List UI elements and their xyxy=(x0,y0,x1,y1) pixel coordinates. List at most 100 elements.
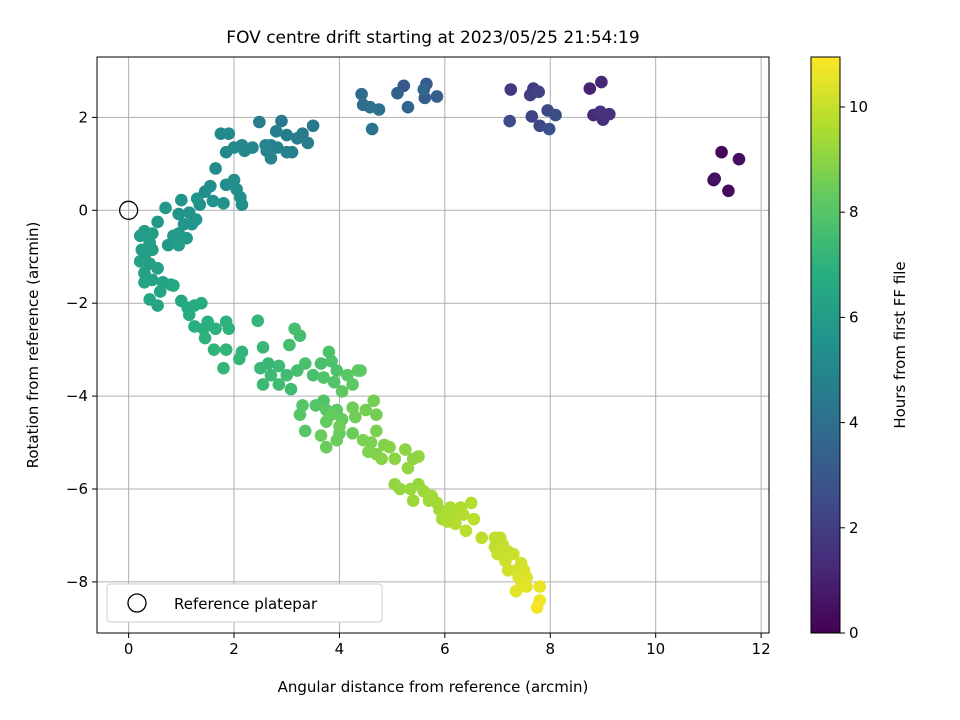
data-point xyxy=(197,322,210,336)
data-point xyxy=(133,255,147,268)
data-point xyxy=(406,494,420,507)
legend: Reference platepar xyxy=(106,583,383,623)
x-tick-label: 10 xyxy=(646,640,665,658)
x-tick-label: 2 xyxy=(229,640,239,658)
data-point xyxy=(219,145,233,159)
data-point xyxy=(293,408,307,421)
data-point xyxy=(195,296,208,310)
data-point xyxy=(359,403,373,417)
data-point xyxy=(583,82,597,95)
data-point xyxy=(459,524,473,538)
data-point xyxy=(346,426,359,440)
data-point xyxy=(388,452,402,466)
data-point xyxy=(533,580,547,593)
data-point xyxy=(715,145,728,159)
data-point xyxy=(151,262,164,275)
colorbar: 0 2 4 6 8 10 Hours from first FF file xyxy=(810,56,909,642)
data-point xyxy=(280,368,294,382)
data-point xyxy=(314,429,328,442)
data-point xyxy=(370,424,383,438)
data-point xyxy=(383,440,396,454)
data-point xyxy=(177,217,191,231)
data-point xyxy=(167,279,180,292)
data-point xyxy=(504,83,518,96)
data-point xyxy=(530,601,544,614)
data-point xyxy=(335,385,349,398)
data-point xyxy=(722,184,735,198)
data-point xyxy=(372,103,386,116)
data-point xyxy=(375,452,388,466)
data-point xyxy=(430,90,444,103)
data-point xyxy=(327,375,341,389)
data-point xyxy=(272,359,286,373)
data-point xyxy=(133,229,147,243)
data-point xyxy=(732,152,746,166)
data-point xyxy=(290,131,304,145)
data-point xyxy=(233,352,246,366)
data-point xyxy=(520,580,533,593)
colorbar-tick-label: 10 xyxy=(849,98,868,116)
data-point xyxy=(172,238,185,252)
data-point xyxy=(457,508,470,521)
data-point xyxy=(314,357,328,370)
data-point xyxy=(595,75,608,89)
colorbar-ticks: 0 2 4 6 8 10 xyxy=(840,98,868,642)
x-axis-label: Angular distance from reference (arcmin) xyxy=(278,678,589,696)
data-point xyxy=(251,314,265,328)
data-point xyxy=(264,368,278,382)
data-point xyxy=(298,357,312,370)
data-point xyxy=(138,275,151,289)
data-point xyxy=(330,433,344,447)
data-point xyxy=(355,87,368,101)
data-points xyxy=(133,75,746,614)
data-point xyxy=(298,424,312,438)
data-point xyxy=(306,368,320,382)
data-point xyxy=(708,172,722,186)
y-axis: −8 −6 −4 −2 0 2 xyxy=(66,108,97,591)
data-point xyxy=(449,517,462,531)
data-point xyxy=(259,138,272,152)
colorbar-frame xyxy=(810,56,841,634)
y-tick-label: −6 xyxy=(66,480,88,498)
x-tick-label: 0 xyxy=(124,640,134,658)
data-point xyxy=(256,378,270,391)
data-point xyxy=(270,141,284,154)
data-point xyxy=(348,410,362,424)
data-point xyxy=(399,443,412,456)
data-point xyxy=(417,83,431,96)
x-tick-label: 12 xyxy=(752,640,771,658)
reference-point-marker xyxy=(118,200,139,220)
colorbar-tick-label: 2 xyxy=(849,519,859,537)
data-point xyxy=(172,207,185,221)
data-point xyxy=(153,285,167,298)
data-point xyxy=(284,382,298,396)
data-point xyxy=(151,215,164,229)
y-tick-label: −8 xyxy=(66,573,88,591)
x-tick-label: 6 xyxy=(440,640,450,658)
data-point xyxy=(333,419,346,433)
y-tick-label: 0 xyxy=(78,201,88,219)
data-point xyxy=(365,122,379,136)
data-point xyxy=(209,322,222,336)
colorbar-label: Hours from first FF file xyxy=(891,261,909,428)
data-point xyxy=(209,162,222,175)
colorbar-gradient xyxy=(811,57,840,633)
data-point xyxy=(167,229,180,243)
data-point xyxy=(261,357,275,370)
data-point xyxy=(391,86,404,100)
data-point xyxy=(182,308,196,322)
data-point xyxy=(367,394,381,408)
data-point xyxy=(443,501,457,514)
data-point xyxy=(401,461,415,475)
data-point xyxy=(325,354,338,368)
data-point xyxy=(283,338,296,352)
data-point xyxy=(317,371,330,384)
data-point xyxy=(217,361,230,375)
data-point xyxy=(269,125,283,138)
data-point xyxy=(330,364,344,377)
colorbar-tick-label: 8 xyxy=(849,203,859,221)
data-point xyxy=(272,378,286,391)
data-point xyxy=(475,531,489,545)
data-point xyxy=(354,364,367,377)
data-point xyxy=(549,108,562,122)
